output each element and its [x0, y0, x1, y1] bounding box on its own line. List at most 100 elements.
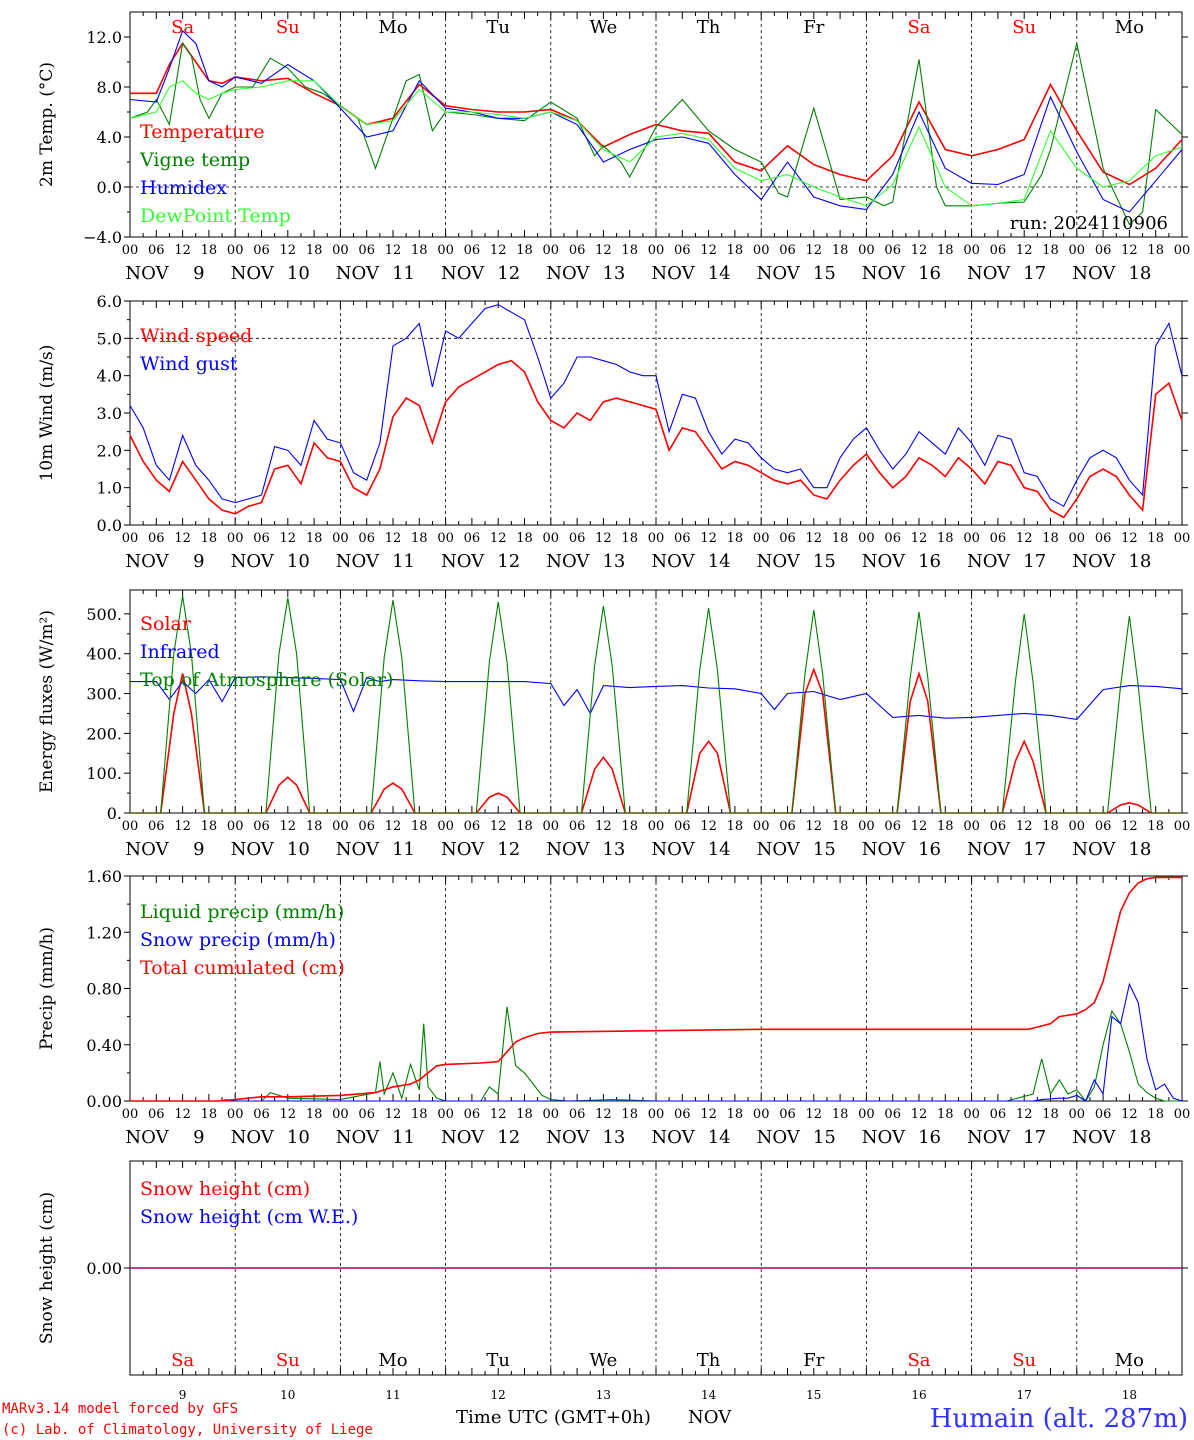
x-hour-label: 06: [464, 819, 481, 834]
weekday-label: Th: [697, 1350, 721, 1371]
x-day-label: 15: [813, 551, 836, 572]
x-hour-label: 12: [595, 819, 612, 834]
legend-entry: Snow height (cm W.E.): [140, 1206, 358, 1228]
y-tick-label: 6.0: [97, 292, 122, 311]
x-hour-label: 00: [1069, 243, 1086, 258]
x-hour-label: 06: [569, 531, 586, 546]
plot-frame: [129, 589, 1183, 814]
x-month-label: NOV: [757, 1127, 801, 1148]
x-day-label: 10: [287, 551, 310, 572]
x-hour-label: 00: [227, 243, 244, 258]
x-hour-label: 18: [727, 1107, 744, 1122]
y-tick-label: 200.: [86, 724, 122, 743]
x-month-label: NOV: [651, 551, 695, 572]
footer-credit: (c) Lab. of Climatology, University of L…: [2, 1422, 373, 1438]
x-month-label: NOV: [651, 839, 695, 860]
x-month-label: NOV: [125, 551, 169, 572]
x-hour-label: 18: [832, 819, 849, 834]
x-hour-label: 18: [516, 1107, 533, 1122]
x-month-label: NOV: [441, 263, 485, 284]
x-hour-label: 12: [911, 1107, 928, 1122]
x-hour-label: 18: [411, 243, 428, 258]
x-day-label: 12: [497, 839, 520, 860]
y-tick-label: 400.: [86, 645, 122, 664]
x-day-label: 18: [1128, 551, 1151, 572]
x-month-label: NOV: [862, 551, 906, 572]
x-hour-label: 06: [779, 243, 796, 258]
legend-entry: Snow height (cm): [140, 1178, 310, 1200]
y-tick-label: 4.0: [97, 367, 122, 386]
x-day-label: 12: [497, 1127, 520, 1148]
chart-panel-2: 0.0 1.0 2.0 3.0 4.0 5.0 6.0 10m Wind (m/s) 00 06 1…: [37, 292, 1190, 572]
x-day-label: 9: [193, 839, 204, 860]
x-month-label: NOV: [651, 263, 695, 284]
x-hour-label: 00: [543, 819, 560, 834]
x-month-label: NOV: [336, 839, 380, 860]
x-month-label: NOV: [967, 263, 1011, 284]
x-day-number: 10: [280, 1388, 295, 1402]
x-hour-label: 12: [806, 1107, 823, 1122]
x-hour-label: 12: [595, 243, 612, 258]
x-hour-label: 18: [1042, 243, 1059, 258]
x-hour-label: 06: [990, 243, 1007, 258]
x-hour-label: 00: [332, 243, 349, 258]
x-month-label: NOV: [231, 263, 275, 284]
x-hour-label: 18: [306, 531, 323, 546]
x-hour-label: 00: [543, 243, 560, 258]
x-hour-label: 12: [490, 531, 507, 546]
x-day-label: 16: [918, 1127, 941, 1148]
series-line: [130, 876, 1182, 1102]
x-hour-label: 12: [700, 531, 717, 546]
legend-entry: Wind speed: [140, 325, 252, 347]
legend-entry: Infrared: [140, 641, 220, 663]
x-day-number: 17: [1017, 1388, 1032, 1402]
x-day-label: 17: [1023, 1127, 1046, 1148]
legend-entry: Wind gust: [140, 353, 238, 375]
weekday-label: Sa: [171, 1350, 194, 1371]
x-day-label: 12: [497, 551, 520, 572]
x-hour-label: 00: [648, 1107, 665, 1122]
x-hour-label: 00: [858, 243, 875, 258]
x-hour-label: 00: [1069, 531, 1086, 546]
x-month-label: NOV: [125, 839, 169, 860]
x-hour-label: 18: [516, 531, 533, 546]
x-hour-label: 18: [411, 819, 428, 834]
x-hour-label: 00: [858, 819, 875, 834]
x-month-label: NOV: [546, 839, 590, 860]
x-hour-label: 00: [963, 1107, 980, 1122]
x-day-label: 17: [1023, 551, 1046, 572]
x-hour-label: 00: [753, 531, 770, 546]
x-day-label: 11: [392, 1127, 415, 1148]
x-hour-label: 18: [201, 1107, 218, 1122]
y-tick-label: 1.60: [86, 867, 122, 886]
y-tick-label: 1.0: [97, 479, 122, 498]
y-tick-label: 4.0: [97, 128, 122, 147]
x-axis-month: NOV: [688, 1407, 732, 1428]
x-hour-label: 12: [280, 243, 297, 258]
chart-panel-1: −4.0 0.0 4.0 8.0 12.0 2m Temp. (°C) 00 06 12 18 00…: [37, 11, 1190, 284]
x-month-label: NOV: [546, 1127, 590, 1148]
x-month-label: NOV: [441, 551, 485, 572]
weekday-label: Fr: [803, 1350, 824, 1371]
x-hour-label: 18: [201, 819, 218, 834]
x-hour-label: 06: [358, 1107, 375, 1122]
x-hour-label: 18: [1042, 531, 1059, 546]
x-axis-label: Time UTC (GMT+0h): [456, 1407, 651, 1428]
x-hour-label: 00: [332, 819, 349, 834]
y-tick-label: 0.80: [86, 980, 122, 999]
x-day-label: 16: [918, 839, 941, 860]
x-hour-label: 18: [411, 1107, 428, 1122]
x-month-label: NOV: [546, 263, 590, 284]
legend-entry: Solar: [140, 613, 192, 635]
x-hour-label: 00: [122, 531, 139, 546]
x-hour-label: 12: [385, 243, 402, 258]
x-hour-label: 18: [832, 531, 849, 546]
x-hour-label: 18: [832, 243, 849, 258]
weekday-label: We: [590, 1350, 618, 1371]
x-month-label: NOV: [231, 1127, 275, 1148]
x-hour-label: 18: [516, 243, 533, 258]
x-hour-label: 00: [753, 243, 770, 258]
x-day-label: 9: [193, 551, 204, 572]
y-axis-title: Energy fluxes (W/m²): [37, 610, 57, 793]
x-hour-label: 00: [543, 1107, 560, 1122]
